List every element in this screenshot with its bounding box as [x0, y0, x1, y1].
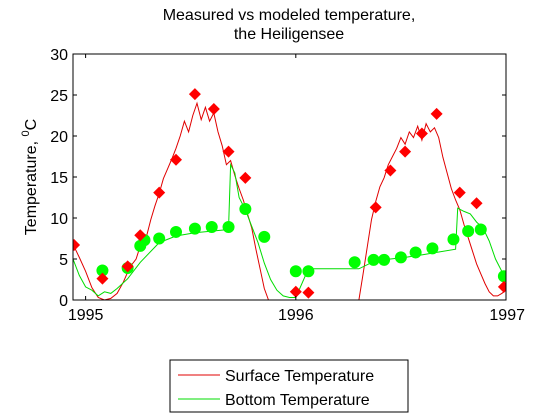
bottom-temperature-point	[239, 202, 252, 215]
surface-temperature-point	[239, 171, 252, 184]
surface-temperature-point	[369, 201, 382, 214]
bottom-temperature-point	[153, 232, 166, 245]
chart-title-line1: Measured vs modeled temperature,	[163, 7, 416, 24]
plot-area	[73, 88, 506, 300]
bottom-temperature-point	[258, 230, 271, 243]
surface-temperature-point	[497, 280, 506, 293]
y-axis-label-superscript: 0	[20, 130, 32, 136]
y-tick-label: 0	[59, 293, 68, 310]
x-tick-label: 1997	[489, 307, 525, 324]
surface-temperature-point	[169, 153, 182, 166]
legend-box	[169, 359, 409, 413]
surface-temperature-point	[121, 260, 134, 273]
surface-temperature-point	[415, 127, 428, 140]
x-axis: 1995 1996 1997	[68, 54, 525, 324]
surface-temperature-point	[188, 88, 201, 101]
y-tick-label: 5	[59, 252, 68, 269]
y-axis-label-unit: C	[23, 119, 40, 131]
y-tick-label: 10	[50, 211, 68, 228]
plot-frame	[72, 53, 507, 301]
surface-temperature-point	[73, 239, 81, 252]
bottom-temperature-point	[462, 225, 475, 238]
bottom-temperature-point	[409, 246, 422, 259]
y-tick-label: 15	[50, 170, 68, 187]
x-tick-label: 1996	[278, 307, 314, 324]
surface-temperature-point	[207, 102, 220, 115]
bottom-temperature-point	[394, 251, 407, 264]
surface-temperature-point	[153, 186, 166, 199]
chart-title-line2: the Heiligensee	[234, 26, 344, 43]
surface-temperature-point	[222, 145, 235, 158]
y-axis: 0 5 10 15 20 25 30	[50, 47, 506, 310]
surface-temperature-point	[453, 186, 466, 199]
surface-temperature-point	[399, 145, 412, 158]
bottom-temperature-point	[378, 253, 391, 266]
bottom-temperature-point	[474, 223, 487, 236]
bottom-temperature-point	[367, 253, 380, 266]
surface-temperature-point	[134, 229, 147, 242]
legend-label-bottom: Bottom Temperature	[225, 392, 370, 409]
surface-temperature-point	[430, 107, 443, 120]
y-axis-label: Temperature, 0C	[20, 119, 40, 235]
y-tick-label: 25	[50, 88, 68, 105]
bottom-temperature-point	[222, 221, 235, 234]
legend-label-surface: Surface Temperature	[225, 368, 374, 385]
bottom-temperature-line	[73, 162, 506, 298]
bottom-temperature-point	[188, 222, 201, 235]
legend: Surface Temperature Bottom Temperature	[169, 359, 409, 413]
y-axis-label-text: Temperature,	[23, 136, 40, 235]
surface-temperature-point	[289, 285, 302, 298]
surface-temperature-point	[470, 197, 483, 210]
y-tick-label: 30	[50, 47, 68, 64]
bottom-temperature-point	[426, 242, 439, 255]
bottom-temperature-point	[348, 256, 361, 269]
surface-temperature-line	[73, 101, 506, 300]
surface-temperature-point	[96, 272, 109, 285]
bottom-temperature-point	[169, 225, 182, 238]
x-tick-label: 1995	[68, 307, 104, 324]
bottom-temperature-point	[302, 265, 315, 278]
bottom-temperature-point	[205, 221, 218, 234]
bottom-temperature-point	[289, 265, 302, 278]
bottom-temperature-point	[447, 233, 460, 246]
y-tick-label: 20	[50, 129, 68, 146]
surface-temperature-point	[302, 286, 315, 299]
bottom-temperature-point	[497, 270, 506, 283]
surface-temperature-point	[384, 164, 397, 177]
